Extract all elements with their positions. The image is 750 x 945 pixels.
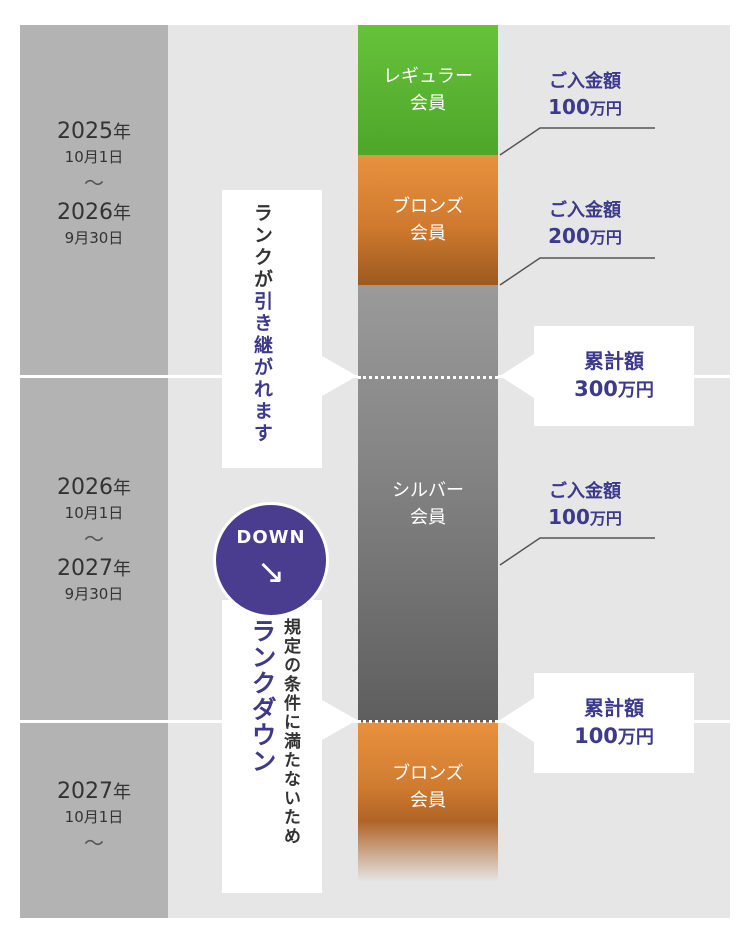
period-column: [20, 25, 168, 918]
down-badge-label: DOWN: [236, 527, 306, 548]
rank-down-callout: [222, 600, 357, 893]
cumulative-callout: [500, 326, 694, 426]
down-badge: DOWN ↘: [213, 502, 329, 618]
rank-down-title: ランクダウン: [248, 618, 277, 774]
rank-transition-dots: [358, 720, 498, 723]
period-1: 2025年 10月1日 〜 2026年 9月30日: [20, 118, 168, 248]
carry-over-message: ランクが引き継がれます: [251, 203, 273, 445]
down-arrow-icon: ↘: [256, 552, 286, 592]
period-1-end-date: 9月30日: [64, 229, 124, 247]
period-3: 2027年 10月1日 〜: [20, 778, 168, 859]
period-2: 2026年 10月1日 〜 2027年 9月30日: [20, 474, 168, 604]
rank-bronze-bar: ブロンズ 会員: [358, 155, 498, 285]
period-2-start-year: 2026: [57, 475, 113, 500]
rank-silver-bar: シルバー 会員: [358, 285, 498, 722]
rank-down-condition: 規定の条件に満たないため: [280, 618, 300, 846]
period-2-tilde: 〜: [84, 527, 104, 551]
cumulative-total-1: 累計額 300万円: [574, 349, 654, 401]
period-1-start-year: 2025: [57, 119, 113, 144]
rank-transition-dots: [358, 376, 498, 379]
carry-over-callout: [222, 190, 357, 468]
period-3-start-year: 2027: [57, 779, 113, 804]
deposit-leader-line: [499, 537, 655, 566]
period-3-tilde: 〜: [84, 831, 104, 855]
deposit-label-3: ご入金額 100万円: [548, 481, 622, 529]
deposit-leader-line: [499, 127, 655, 156]
deposit-label-2: ご入金額 200万円: [548, 200, 622, 248]
period-1-tilde: 〜: [84, 171, 104, 195]
period-3-start-date: 10月1日: [64, 808, 124, 826]
period-1-start-date: 10月1日: [64, 148, 124, 166]
cumulative-total-2: 累計額 100万円: [574, 696, 654, 748]
rank-bronze-bar-next: ブロンズ 会員: [358, 722, 498, 882]
deposit-leader-line: [499, 257, 655, 286]
rank-regular-bar: レギュラー 会員: [358, 25, 498, 155]
cumulative-callout: [500, 673, 694, 773]
deposit-label-1: ご入金額 100万円: [548, 71, 622, 119]
period-2-end-year: 2027: [57, 556, 113, 581]
period-1-end-year: 2026: [57, 200, 113, 225]
period-2-end-date: 9月30日: [64, 585, 124, 603]
period-2-start-date: 10月1日: [64, 504, 124, 522]
